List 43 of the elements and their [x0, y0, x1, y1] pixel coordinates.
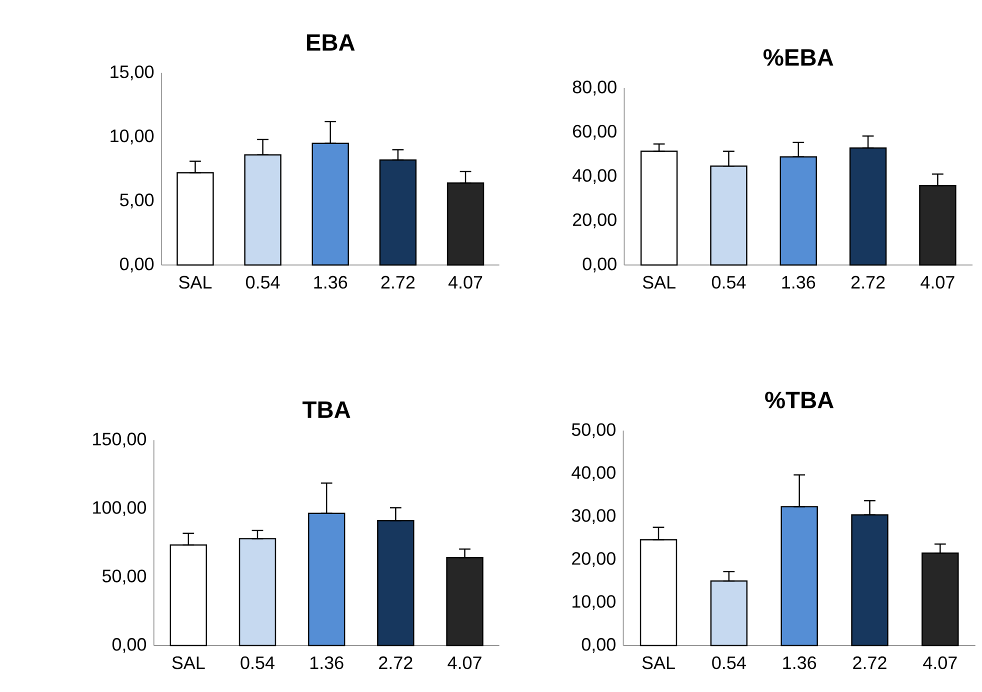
- x-tick-label: 1.36: [782, 276, 816, 289]
- y-tick-label: 0,00: [120, 258, 154, 273]
- x-tick-label: 1.36: [783, 656, 816, 670]
- y-tick-label: 40,00: [572, 169, 616, 184]
- x-tick-label: SAL: [642, 656, 675, 670]
- y-tick-label: 40,00: [572, 466, 616, 482]
- x-tick-label: SAL: [179, 276, 212, 289]
- y-tick-label: 10,00: [110, 130, 154, 144]
- x-tick-label: 0.54: [246, 276, 280, 289]
- x-tick-label: 2.72: [853, 656, 886, 670]
- x-tick-label: 2.72: [851, 276, 885, 289]
- x-tick-label: 2.72: [381, 276, 415, 289]
- y-tick-label: 0,00: [582, 638, 616, 653]
- y-tick-label: 150,00: [93, 432, 146, 448]
- x-tick-label: 0.54: [712, 276, 746, 289]
- x-tick-label: 2.72: [379, 656, 412, 670]
- y-tick-label: 0,00: [112, 638, 146, 653]
- y-tick-label: 20,00: [572, 552, 616, 568]
- x-tick-label: 4.07: [448, 276, 482, 289]
- y-tick-label: 50,00: [102, 570, 146, 585]
- y-tick-label: 5,00: [120, 194, 154, 208]
- y-tick-label: 0,00: [582, 258, 616, 273]
- chart-title: EBA: [306, 34, 355, 51]
- x-tick-label: 0.54: [712, 656, 746, 670]
- y-tick-label: 80,00: [572, 80, 616, 96]
- chart-title: TBA: [302, 402, 350, 418]
- y-tick-label: 15,00: [110, 66, 154, 80]
- y-tick-label: 100,00: [93, 501, 146, 516]
- x-tick-label: SAL: [642, 276, 676, 289]
- y-tick-label: 50,00: [572, 423, 616, 438]
- x-tick-label: 4.07: [923, 656, 957, 670]
- y-tick-label: 10,00: [572, 595, 616, 610]
- x-tick-label: 0.54: [240, 656, 274, 670]
- y-tick-label: 30,00: [572, 509, 616, 524]
- y-tick-label: 60,00: [573, 124, 616, 140]
- chart-title: %TBA: [765, 392, 834, 408]
- x-tick-label: 4.07: [920, 276, 954, 289]
- x-tick-label: 4.07: [448, 656, 482, 670]
- x-tick-label: 1.36: [314, 276, 348, 289]
- x-tick-label: 1.36: [310, 656, 344, 670]
- x-tick-label: SAL: [172, 656, 205, 670]
- chart-title: %EBA: [763, 49, 834, 66]
- y-tick-label: 20,00: [573, 213, 616, 228]
